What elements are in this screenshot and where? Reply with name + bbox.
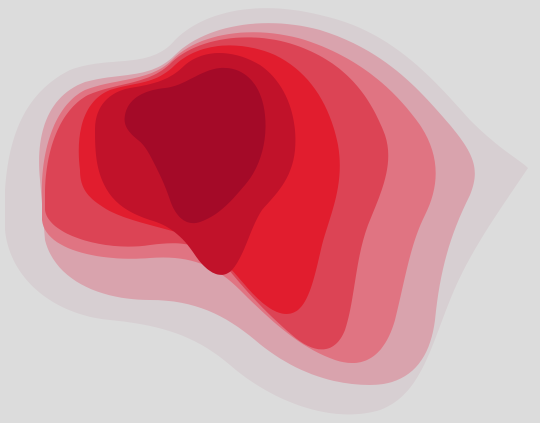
blob-layer-core: [124, 67, 266, 224]
